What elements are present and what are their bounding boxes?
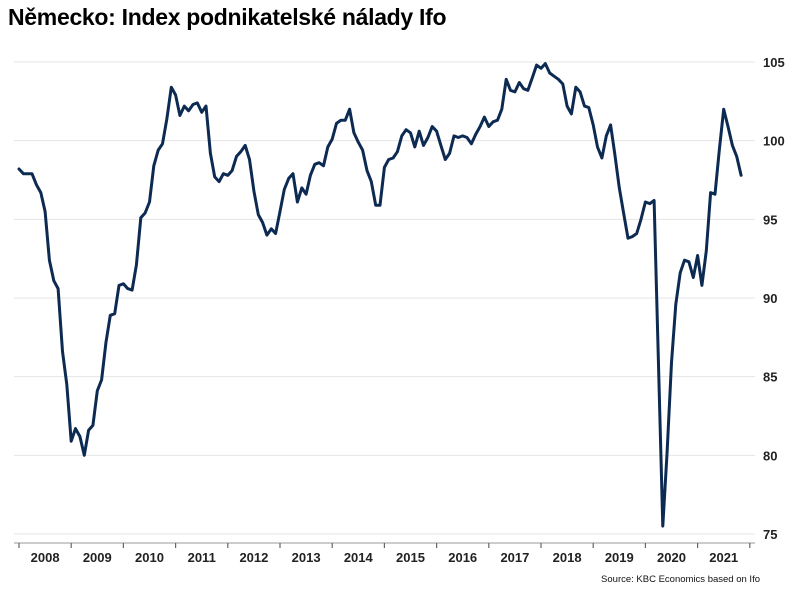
y-tick-label: 105 xyxy=(763,55,785,70)
x-tick-label: 2016 xyxy=(448,550,477,565)
x-tick-label: 2020 xyxy=(657,550,686,565)
x-tick-label: 2008 xyxy=(31,550,60,565)
x-tick-label: 2010 xyxy=(135,550,164,565)
chart-title: Německo: Index podnikatelské nálady Ifo xyxy=(8,4,447,30)
x-tick-label: 2021 xyxy=(709,550,738,565)
x-tick-label: 2012 xyxy=(239,550,268,565)
y-tick-label: 95 xyxy=(763,212,777,227)
y-tick-label: 100 xyxy=(763,134,785,149)
x-tick-label: 2014 xyxy=(344,550,374,565)
x-tick-label: 2017 xyxy=(500,550,529,565)
y-tick-label: 90 xyxy=(763,291,777,306)
gridlines xyxy=(14,61,755,535)
y-tick-label: 85 xyxy=(763,370,777,385)
y-tick-label: 75 xyxy=(763,527,777,542)
y-tick-label: 80 xyxy=(763,448,777,463)
series-line xyxy=(17,62,743,528)
x-tick-label: 2009 xyxy=(83,550,112,565)
x-tick-label: 2015 xyxy=(396,550,425,565)
x-tick-label: 2019 xyxy=(605,550,634,565)
source-note: Source: KBC Economics based on Ifo xyxy=(601,574,760,585)
y-axis: 75 80 85 90 95 100 105 xyxy=(763,55,785,542)
x-tick-label: 2013 xyxy=(292,550,321,565)
x-tick-label: 2018 xyxy=(553,550,582,565)
x-tick-label: 2011 xyxy=(188,550,216,565)
x-axis: 2008 2009 2010 2011 2012 2013 2014 2015 2016 2017… xyxy=(14,542,755,565)
